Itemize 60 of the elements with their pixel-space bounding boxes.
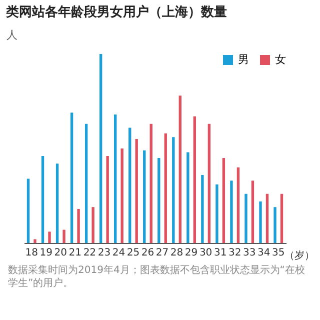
x-tick-label: 34 xyxy=(257,248,270,258)
x-tick-label: 18 xyxy=(25,248,38,258)
x-tick-label: 26 xyxy=(141,248,154,258)
x-tick-label: 35 xyxy=(272,248,285,258)
bar xyxy=(120,148,124,243)
bar xyxy=(77,208,80,243)
bar xyxy=(193,116,196,243)
x-tick-label: 29 xyxy=(184,248,198,258)
bar xyxy=(150,124,152,243)
bar xyxy=(259,201,262,243)
bar xyxy=(128,128,132,243)
bar xyxy=(251,180,254,243)
x-tick-label: 20 xyxy=(54,248,68,258)
x-tick-label: 33 xyxy=(242,248,256,258)
bar xyxy=(92,207,94,243)
x-tick-label: 27 xyxy=(156,248,169,258)
bar xyxy=(236,167,240,243)
bar xyxy=(70,112,74,243)
bar xyxy=(56,164,59,243)
x-tick-label: 28 xyxy=(170,248,184,258)
x-tick-label: 32 xyxy=(228,248,242,258)
x-axis-title: （岁） xyxy=(284,250,314,262)
chart-title: 类网站各年龄段男女用户（上海）数量 xyxy=(5,4,227,20)
bar xyxy=(280,194,284,243)
bar xyxy=(266,194,269,243)
x-tick-label: 24 xyxy=(112,248,126,258)
x-tick-label: 31 xyxy=(214,248,227,258)
y-axis-title: 人 xyxy=(6,28,18,42)
bar xyxy=(172,137,175,243)
bar xyxy=(178,96,182,243)
bar xyxy=(274,207,276,243)
legend-label: 男 xyxy=(238,53,249,66)
x-tick-label: 21 xyxy=(68,248,82,258)
x-tick-label: 25 xyxy=(126,248,140,258)
bar xyxy=(164,133,167,243)
bar xyxy=(48,232,51,243)
text: 数据采集时间为2019年4月；图表数据不包含职业状态显示为“在校学生”的用户。 xyxy=(7,264,306,290)
bar xyxy=(34,239,36,243)
bar xyxy=(99,54,102,243)
bar xyxy=(114,114,117,243)
legend-label: 女 xyxy=(275,53,286,66)
bar xyxy=(62,230,66,243)
bar xyxy=(158,158,160,243)
bar xyxy=(135,139,138,243)
bar xyxy=(186,152,190,243)
bar xyxy=(143,150,146,243)
bar xyxy=(84,124,88,243)
x-tick-label: 19 xyxy=(40,248,53,258)
bar xyxy=(41,156,44,243)
bar xyxy=(26,178,30,243)
x-tick-label: 30 xyxy=(199,248,212,258)
x-tick-label: 23 xyxy=(98,248,111,258)
bar xyxy=(230,180,233,243)
bar xyxy=(208,124,211,243)
x-tick-label: 22 xyxy=(83,248,96,258)
bar xyxy=(222,158,226,243)
bar xyxy=(216,184,218,243)
bar xyxy=(244,194,248,243)
bar xyxy=(201,174,204,243)
bar xyxy=(106,156,109,243)
